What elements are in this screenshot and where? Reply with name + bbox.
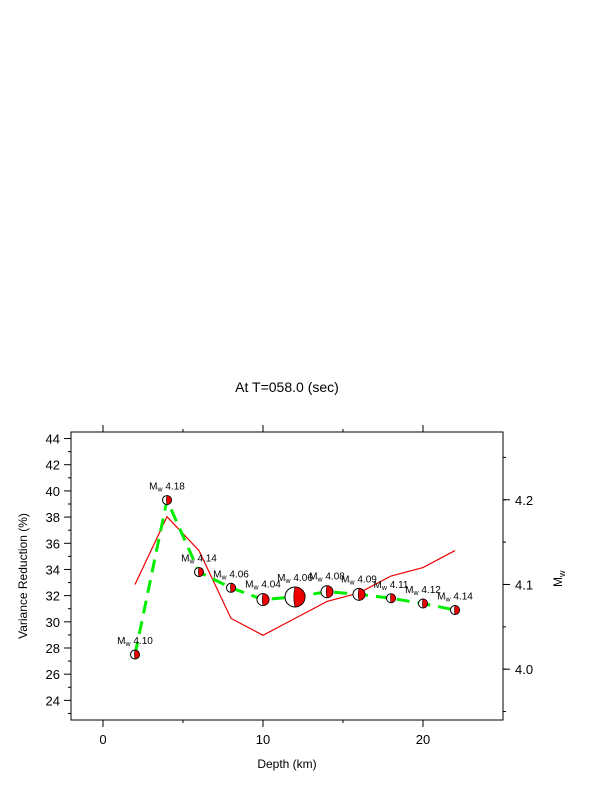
y-tick-label: 36 <box>46 536 60 551</box>
mw-annotation-label: Mw 4.08 <box>309 572 345 584</box>
beachball-quadrant <box>357 588 366 601</box>
beachball-quadrant <box>134 649 140 660</box>
beachball-marker <box>450 605 460 616</box>
beachball-quadrant <box>422 598 428 609</box>
beachball-marker <box>320 585 334 599</box>
y2-tick-label: 4.0 <box>515 662 533 677</box>
mw-annotation-label: Mw 4.14 <box>181 554 217 566</box>
beachball-marker <box>194 567 204 578</box>
y2-tick-label: 4.2 <box>515 493 533 508</box>
beachball-marker <box>162 495 172 506</box>
beachball-marker <box>386 593 396 604</box>
plot-frame <box>70 431 504 721</box>
beachball-quadrant <box>198 567 204 577</box>
beachball-quadrant <box>325 585 334 599</box>
chart-title: At T=058.0 (sec) <box>235 379 339 395</box>
y-tick-label: 34 <box>46 562 60 577</box>
x-tick-label: 20 <box>416 732 430 747</box>
beachball-marker <box>352 587 366 601</box>
beachball-marker <box>284 586 306 608</box>
beachball-quadrant <box>454 605 460 615</box>
y-tick-label: 44 <box>46 432 60 447</box>
mw-annotation-label: Mw 4.04 <box>245 580 281 592</box>
mw-annotation-label: Mw 4.14 <box>437 592 473 604</box>
beachball-quadrant <box>390 593 396 604</box>
mw-annotation-label: Mw 4.06 <box>213 569 249 581</box>
x-axis-label: Depth (km) <box>257 757 316 771</box>
mw-annotation-label: Mw 4.12 <box>405 585 441 597</box>
beachball-marker <box>418 598 428 609</box>
y-tick-label: 42 <box>46 458 60 473</box>
mw-series <box>134 515 456 636</box>
y-axis-label: Variance Reduction (%) <box>16 513 30 639</box>
mw-annotation-label: Mw 4.11 <box>374 580 409 592</box>
mw-annotation-label: Mw 4.10 <box>117 636 153 648</box>
beachball-quadrant <box>230 582 236 593</box>
y-tick-label: 38 <box>46 510 60 525</box>
beachball-quadrant <box>166 495 172 505</box>
mw-annotation-label: Mw 4.18 <box>149 482 185 494</box>
y2-axis-label: Mw <box>551 570 567 587</box>
beachball-marker <box>130 649 140 660</box>
beachball-marker <box>256 593 270 607</box>
beachball-quadrant <box>293 586 306 608</box>
y-tick-label: 40 <box>46 484 60 499</box>
x-tick-label: 0 <box>99 732 106 747</box>
x-tick-label: 10 <box>256 732 270 747</box>
y-tick-label: 28 <box>46 641 60 656</box>
y-tick-label: 32 <box>46 589 60 604</box>
y2-tick-label: 4.1 <box>515 577 533 592</box>
beachball-quadrant <box>261 593 270 606</box>
y-tick-label: 30 <box>46 615 60 630</box>
mw-line <box>134 515 456 636</box>
y-tick-label: 24 <box>46 693 60 708</box>
axis-ticks: 0 10 20 24 26 28 30 32 34 36 38 40 42 44 4.0 4.1 4.2 <box>46 425 533 747</box>
mw-annotation-label: Mw 4.09 <box>341 574 377 586</box>
beachball-markers <box>130 495 460 660</box>
mw-annotation-label: Mw 4.06 <box>277 573 313 585</box>
beachball-marker <box>226 582 236 593</box>
y-tick-label: 26 <box>46 667 60 682</box>
